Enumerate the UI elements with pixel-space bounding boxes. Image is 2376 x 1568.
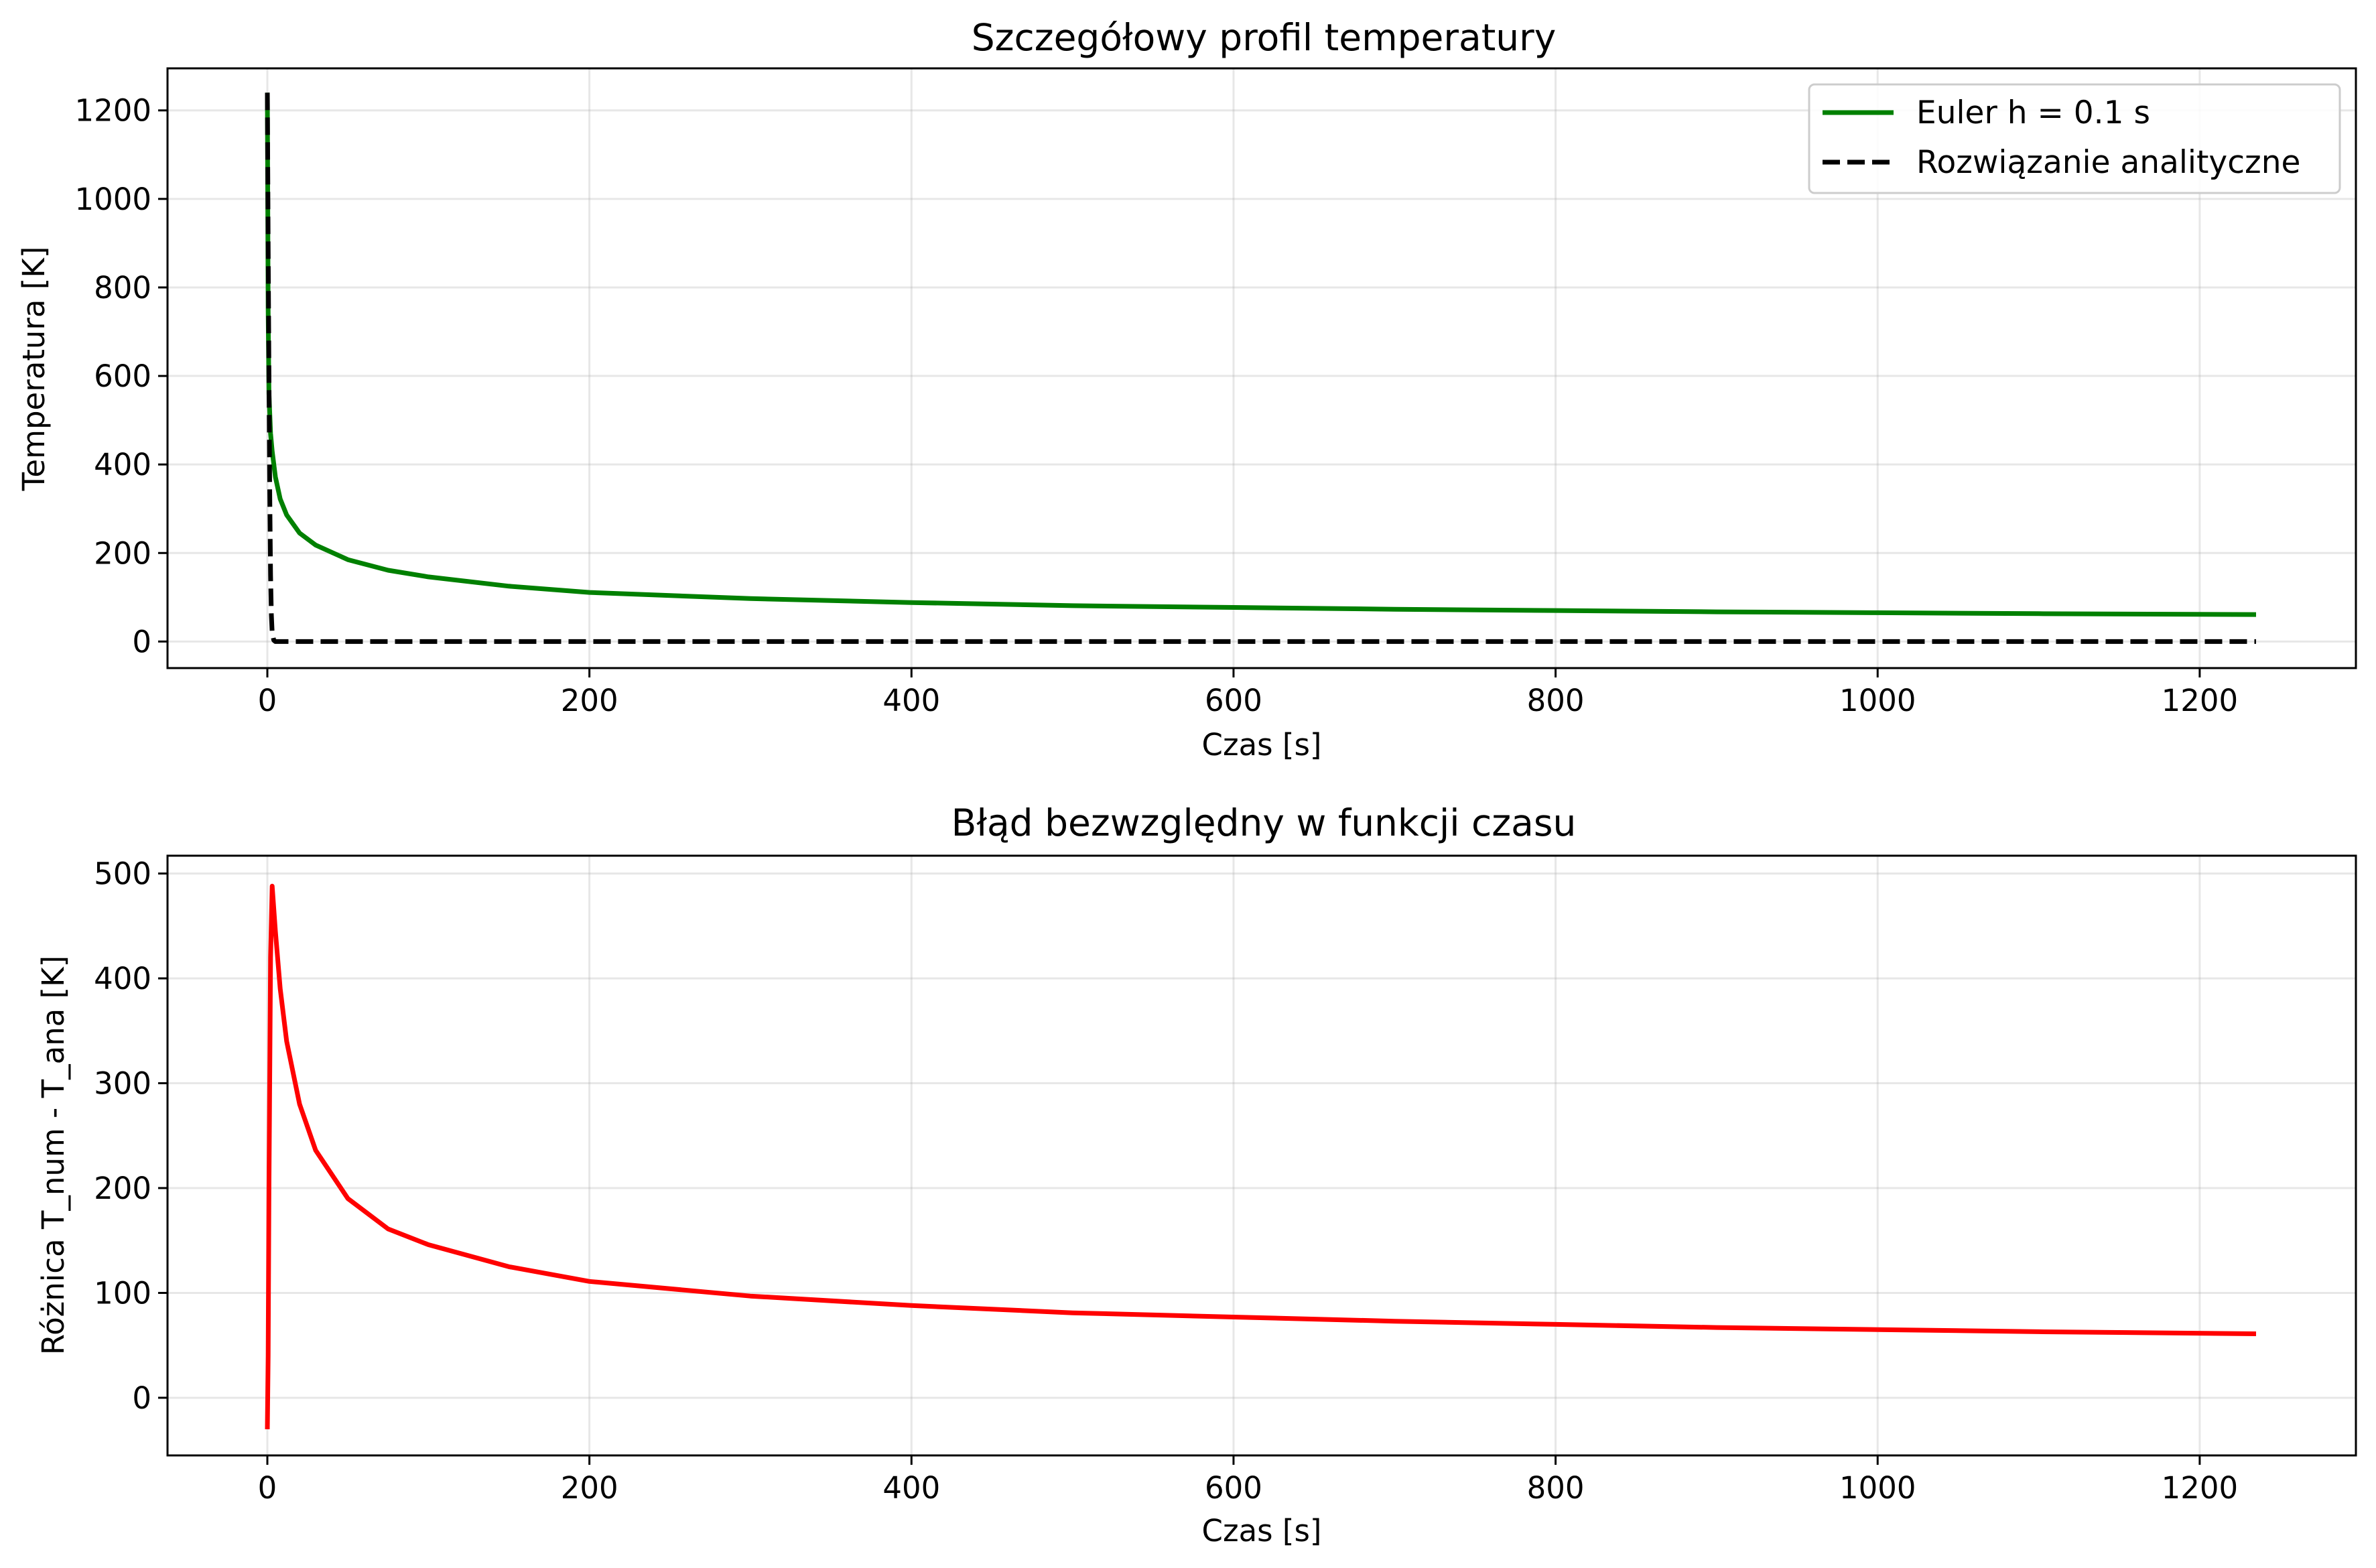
x-ticks: 0 200 400 600 800 1000 1200 bbox=[258, 668, 2238, 718]
x-tick-label: 600 bbox=[1205, 683, 1262, 718]
x-tick-label: 800 bbox=[1527, 683, 1585, 718]
x-tick-label: 400 bbox=[882, 1470, 940, 1506]
chart-title: Błąd bezwzględny w funkcji czasu bbox=[951, 801, 1577, 844]
y-tick-label: 600 bbox=[94, 358, 151, 394]
series-line-2 bbox=[265, 92, 2256, 644]
y-axis-label: Temperatura [K] bbox=[16, 247, 52, 492]
series-layer bbox=[265, 92, 2257, 644]
y-tick-label: 1200 bbox=[74, 93, 151, 129]
y-tick-label: 800 bbox=[94, 270, 151, 306]
y-tick-label: 0 bbox=[132, 624, 151, 659]
x-ticks: 0 200 400 600 800 1000 1200 bbox=[258, 1455, 2238, 1506]
grid bbox=[168, 856, 2356, 1455]
x-tick-label: 200 bbox=[561, 683, 618, 718]
y-tick-label: 400 bbox=[94, 961, 151, 996]
x-tick-label: 1000 bbox=[1839, 683, 1916, 718]
temperature-profile-chart: Szczegółowy profil temperatury 0 200 400 60… bbox=[16, 16, 2357, 763]
y-tick-label: 500 bbox=[94, 856, 151, 892]
legend: Euler h = 0.1 s Rozwiązanie analityczne bbox=[1808, 83, 2341, 194]
legend-label-euler: Euler h = 0.1 s bbox=[1916, 94, 2150, 131]
y-tick-label: 200 bbox=[94, 535, 151, 571]
x-tick-label: 600 bbox=[1205, 1470, 1262, 1506]
absolute-error-chart: Błąd bezwzględny w funkcji czasu 0 200 400… bbox=[36, 801, 2357, 1549]
legend-box bbox=[1808, 83, 2341, 194]
series-layer bbox=[265, 883, 2257, 1429]
y-tick-label: 0 bbox=[132, 1380, 151, 1416]
series-line-1 bbox=[265, 92, 2257, 617]
y-ticks: 0 100 200 300 400 500 bbox=[94, 856, 168, 1416]
x-tick-label: 400 bbox=[882, 683, 940, 718]
y-axis-label: Różnica T_num - T_ana [K] bbox=[36, 956, 71, 1355]
y-tick-label: 1000 bbox=[74, 182, 151, 217]
y-tick-label: 200 bbox=[94, 1171, 151, 1206]
plot-frame bbox=[166, 67, 2357, 669]
x-tick-label: 0 bbox=[258, 683, 277, 718]
series-line-1 bbox=[265, 883, 2257, 1429]
y-ticks: 0 200 400 600 800 1000 1200 bbox=[74, 93, 168, 659]
y-tick-label: 300 bbox=[94, 1066, 151, 1102]
plot-frame bbox=[166, 854, 2357, 1457]
x-tick-label: 1200 bbox=[2162, 1470, 2239, 1506]
x-tick-label: 200 bbox=[561, 1470, 618, 1506]
x-tick-label: 1200 bbox=[2162, 683, 2239, 718]
y-tick-label: 100 bbox=[94, 1275, 151, 1311]
legend-label-analytic: Rozwiązanie analityczne bbox=[1916, 144, 2300, 181]
x-tick-label: 800 bbox=[1527, 1470, 1585, 1506]
x-axis-label: Czas [s] bbox=[1202, 727, 1322, 763]
x-tick-label: 1000 bbox=[1839, 1470, 1916, 1506]
y-tick-label: 400 bbox=[94, 447, 151, 482]
chart-title: Szczegółowy profil temperatury bbox=[972, 16, 1557, 59]
x-tick-label: 0 bbox=[258, 1470, 277, 1506]
x-axis-label: Czas [s] bbox=[1202, 1513, 1322, 1549]
